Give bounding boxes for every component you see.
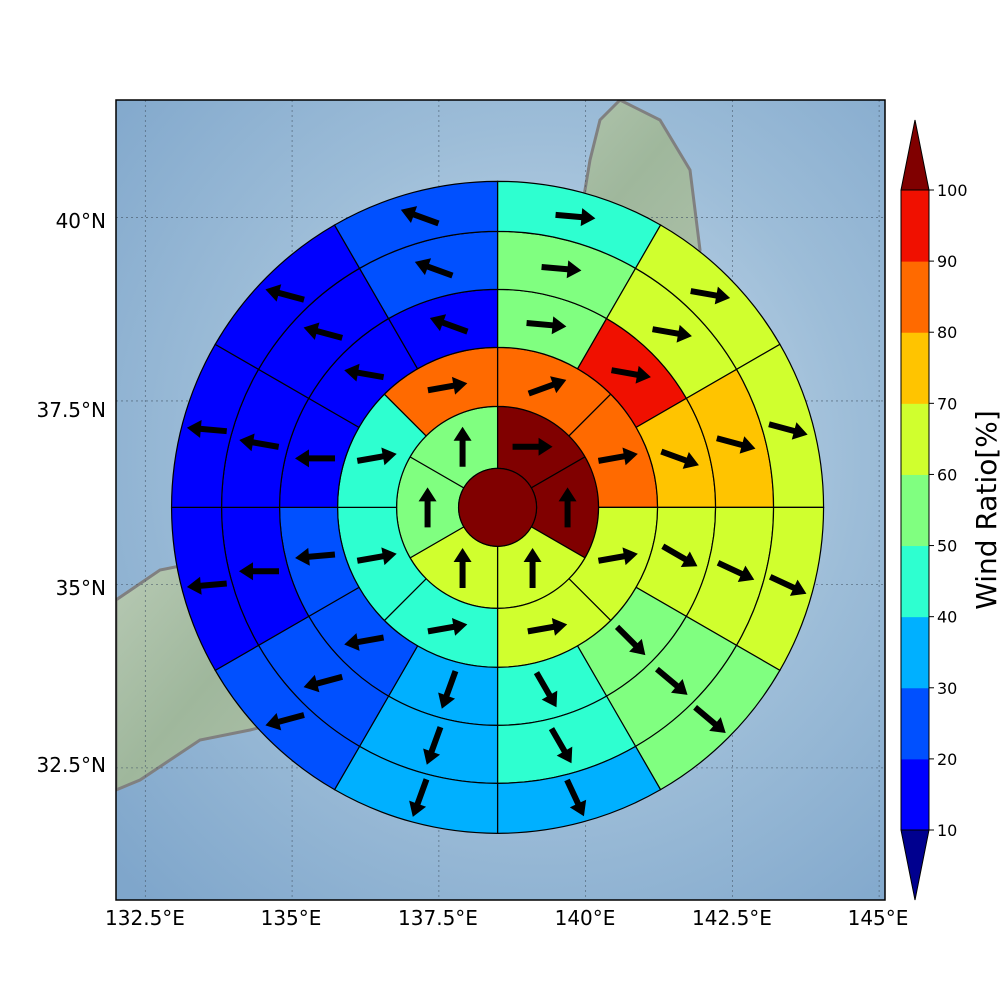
wind-arrow	[526, 316, 567, 335]
wind-arrow	[429, 314, 469, 335]
wind-arrow	[418, 487, 437, 528]
wind-arrow	[527, 618, 568, 636]
wind-arrow	[716, 560, 755, 582]
wind-arrow	[265, 284, 305, 303]
wind-arrow	[693, 705, 726, 734]
wind-arrow	[427, 618, 468, 636]
colorbar-tick-label: 20	[937, 750, 957, 769]
colorbar-segment	[901, 687, 929, 760]
wind-sector	[333, 180, 499, 270]
wind-arrow	[356, 547, 397, 566]
x-tick-label: 135°E	[261, 906, 322, 930]
wind-arrow	[295, 449, 336, 468]
wind-arrow	[265, 712, 305, 731]
wind-arrow	[427, 376, 468, 395]
wind-arrow	[527, 376, 567, 397]
wind-arrow	[186, 576, 228, 595]
x-tick-label: 137.5°E	[398, 906, 478, 930]
colorbar-tick-label: 60	[937, 465, 957, 484]
wind-arrow	[414, 258, 454, 279]
colorbar-tick-label: 90	[937, 252, 957, 271]
y-tick-label: 40°N	[56, 209, 106, 233]
wind-arrow	[690, 286, 731, 305]
center-disc	[457, 467, 538, 547]
wind-arrow	[614, 624, 646, 656]
colorbar-segment	[901, 545, 929, 618]
wind-arrow	[768, 421, 808, 440]
map-frame	[115, 99, 886, 901]
wind-arrow	[295, 547, 336, 566]
colorbar-over-arrow	[900, 119, 930, 191]
wind-arrow	[564, 778, 587, 817]
wind-arrow	[356, 447, 397, 466]
wind-arrow	[541, 260, 582, 279]
colorbar-segment	[901, 332, 929, 404]
x-tick-label: 132.5°E	[105, 906, 185, 930]
colorbar-tick-label: 70	[937, 394, 957, 413]
wind-arrow	[660, 448, 699, 469]
wind-arrow	[453, 426, 472, 467]
wind-arrow	[423, 726, 444, 765]
wind-arrow	[303, 322, 344, 341]
wind-arrow	[453, 547, 472, 588]
colorbar-segment	[901, 261, 929, 333]
wind-arrow	[512, 437, 553, 456]
wind-arrow	[597, 447, 638, 466]
x-tick-label: 140°E	[555, 906, 616, 930]
colorbar-segment	[901, 403, 929, 475]
x-tick-label: 142.5°E	[692, 906, 772, 930]
wind-arrow	[523, 547, 542, 588]
y-tick-label: 35°N	[56, 576, 106, 600]
arrow-layer	[186, 206, 808, 817]
wind-arrow	[409, 778, 430, 817]
colorbar-segment	[901, 616, 929, 689]
sector-layer	[170, 180, 825, 834]
wind-arrow	[652, 324, 692, 343]
colorbar-tick-label: 100	[937, 181, 968, 200]
wind-arrow	[768, 574, 807, 596]
wind-arrow	[716, 435, 756, 454]
map-panel	[116, 100, 885, 900]
wind-arrow	[400, 206, 440, 227]
wind-arrow	[186, 419, 228, 438]
wind-arrow	[610, 365, 651, 384]
x-tick-label: 145°E	[848, 906, 909, 930]
wind-arrow	[344, 363, 385, 382]
wind-arrow	[654, 666, 688, 695]
wind-arrow	[558, 487, 577, 528]
wind-arrow	[555, 208, 596, 227]
wind-arrow	[533, 671, 558, 708]
y-axis: 32.5°N 35°N 37.5°N 40°N	[37, 209, 107, 777]
x-axis: 132.5°E 135°E 137.5°E 140°E 142.5°E 145°…	[105, 906, 908, 930]
colorbar: 10 20 30 40 50 60 70 80 90 100	[900, 119, 968, 901]
wind-arrow	[239, 433, 280, 452]
colorbar-tick-label: 50	[937, 537, 957, 556]
y-tick-label: 37.5°N	[37, 398, 107, 422]
wind-arrow	[548, 727, 573, 764]
colorbar-segment	[901, 190, 929, 262]
colorbar-tick-label: 10	[937, 821, 957, 840]
y-tick-label: 32.5°N	[37, 753, 107, 777]
colorbar-tick-label: 40	[937, 608, 957, 627]
colorbar-tick-label: 30	[937, 679, 957, 698]
colorbar-segment	[901, 758, 929, 831]
colorbar-tick-label: 80	[937, 323, 957, 342]
wind-arrow	[661, 543, 698, 568]
wind-arrow	[438, 670, 459, 709]
colorbar-label: Wind Ratio[%]	[970, 410, 1000, 610]
wind-arrow	[344, 633, 385, 651]
wind-arrow	[303, 673, 344, 693]
colorbar-segment	[901, 474, 929, 547]
colorbar-under-arrow	[900, 829, 930, 901]
colorbar-frame	[900, 189, 930, 831]
wind-arrow	[238, 562, 279, 581]
wind-arrow	[597, 547, 638, 566]
